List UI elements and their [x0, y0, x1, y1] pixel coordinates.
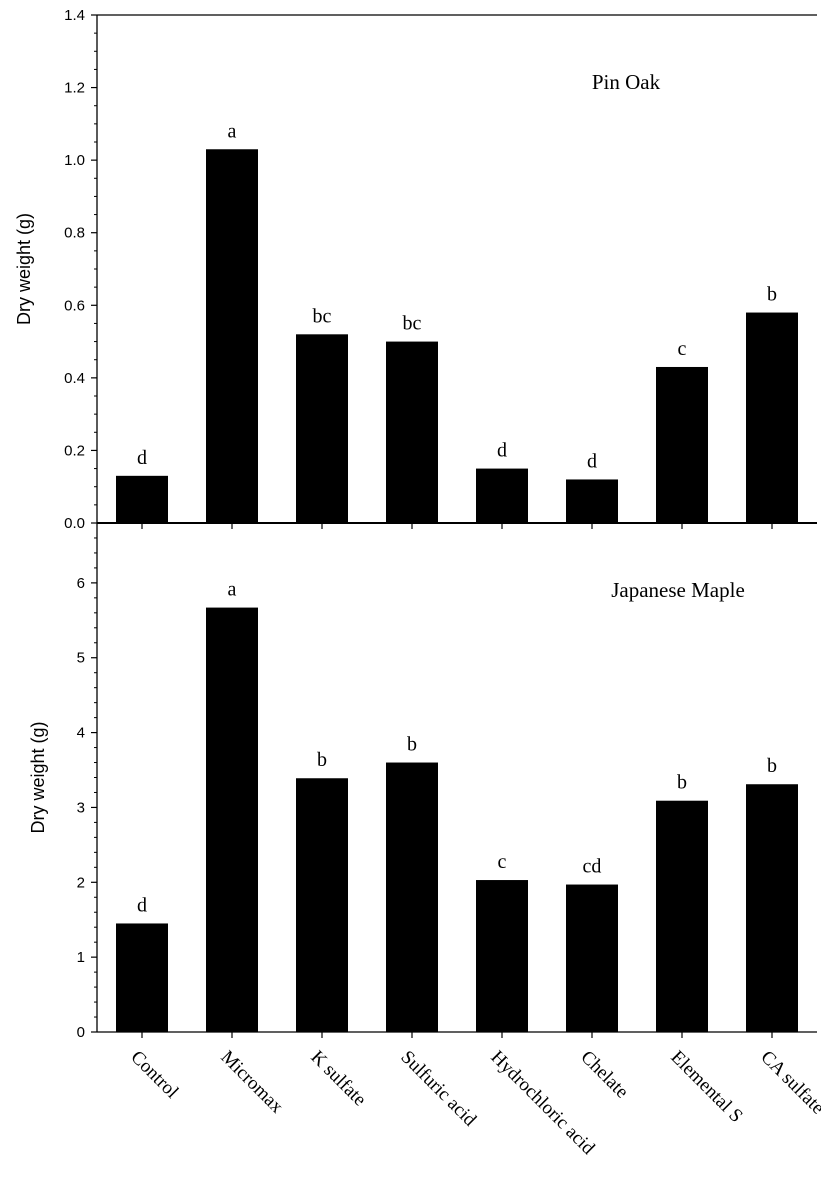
y-tick-label: 3 — [77, 799, 85, 816]
y-axis-title: Dry weight (g) — [14, 213, 34, 325]
category-label-ca-sulfate: CA sulfate — [756, 1047, 821, 1119]
bar-control — [116, 475, 168, 523]
significance-letter: cd — [583, 856, 602, 878]
y-tick-label: 0.4 — [64, 370, 85, 387]
bar-hydrochloric-acid — [476, 880, 528, 1032]
significance-letter: c — [678, 338, 687, 360]
panel-japanese-maple: 0 1 2 3 4 5 6 Dry weight (g) Japanese Maple d a b b c… — [28, 522, 817, 1041]
bar-chelate — [566, 479, 618, 523]
bar-elemental-s — [656, 800, 708, 1032]
significance-letter: bc — [313, 305, 332, 327]
bar-hydrochloric-acid — [476, 468, 528, 523]
significance-letter: b — [677, 772, 687, 794]
y-tick-label: 0 — [77, 1024, 85, 1041]
significance-letter: b — [767, 284, 777, 306]
panel-title: Japanese Maple — [611, 578, 745, 602]
category-label-elemental-s: Elemental S — [666, 1047, 746, 1127]
bar-ca-sulfate — [746, 312, 798, 523]
panel-title: Pin Oak — [592, 70, 661, 94]
significance-letter: d — [137, 447, 147, 469]
bar-sulfuric-acid — [386, 762, 438, 1032]
significance-letter: b — [317, 749, 327, 771]
y-tick-label: 1.0 — [64, 152, 85, 169]
y-tick-label: 0.2 — [64, 442, 85, 459]
category-label-control: Control — [126, 1047, 182, 1103]
significance-letter: d — [137, 894, 147, 916]
bar-micromax — [206, 607, 258, 1032]
significance-letter: a — [228, 120, 237, 142]
bar-elemental-s — [656, 366, 708, 523]
significance-letter: d — [497, 440, 507, 462]
category-label-micromax: Micromax — [216, 1047, 287, 1118]
y-tick-label: 5 — [77, 650, 85, 667]
y-tick-label: 0.0 — [64, 515, 85, 532]
significance-letter: b — [767, 755, 777, 777]
category-label-sulfuric-acid: Sulfuric acid — [396, 1047, 480, 1131]
category-labels: Control Micromax K sulfate Sulfuric acid Hyd… — [126, 1047, 821, 1160]
panel-pin-oak: 0.0 0.2 0.4 0.6 0.8 1.0 1.2 1.4 Dry weight (g) Pi… — [14, 7, 817, 532]
bar-micromax — [206, 149, 258, 523]
significance-letter: a — [228, 579, 237, 601]
y-tick-label: 1.4 — [64, 7, 85, 24]
y-tick-label: 2 — [77, 874, 85, 891]
y-tick-label: 1 — [77, 949, 85, 966]
bar-k-sulfate — [296, 334, 348, 523]
y-tick-label: 0.6 — [64, 297, 85, 314]
y-tick-label: 0.8 — [64, 225, 85, 242]
significance-letter: c — [498, 851, 507, 873]
bar-chelate — [566, 884, 618, 1032]
category-label-chelate: Chelate — [576, 1047, 632, 1103]
significance-letter: bc — [403, 313, 422, 335]
y-tick-label: 4 — [77, 725, 85, 742]
significance-letter: b — [407, 734, 417, 756]
bar-sulfuric-acid — [386, 341, 438, 523]
y-tick-label: 1.2 — [64, 80, 85, 97]
bar-ca-sulfate — [746, 784, 798, 1032]
significance-letter: d — [587, 450, 597, 472]
y-tick-label: 6 — [77, 575, 85, 592]
y-axis-title: Dry weight (g) — [28, 721, 48, 833]
bar-k-sulfate — [296, 778, 348, 1032]
bar-control — [116, 923, 168, 1032]
category-label-k-sulfate: K sulfate — [306, 1047, 370, 1111]
